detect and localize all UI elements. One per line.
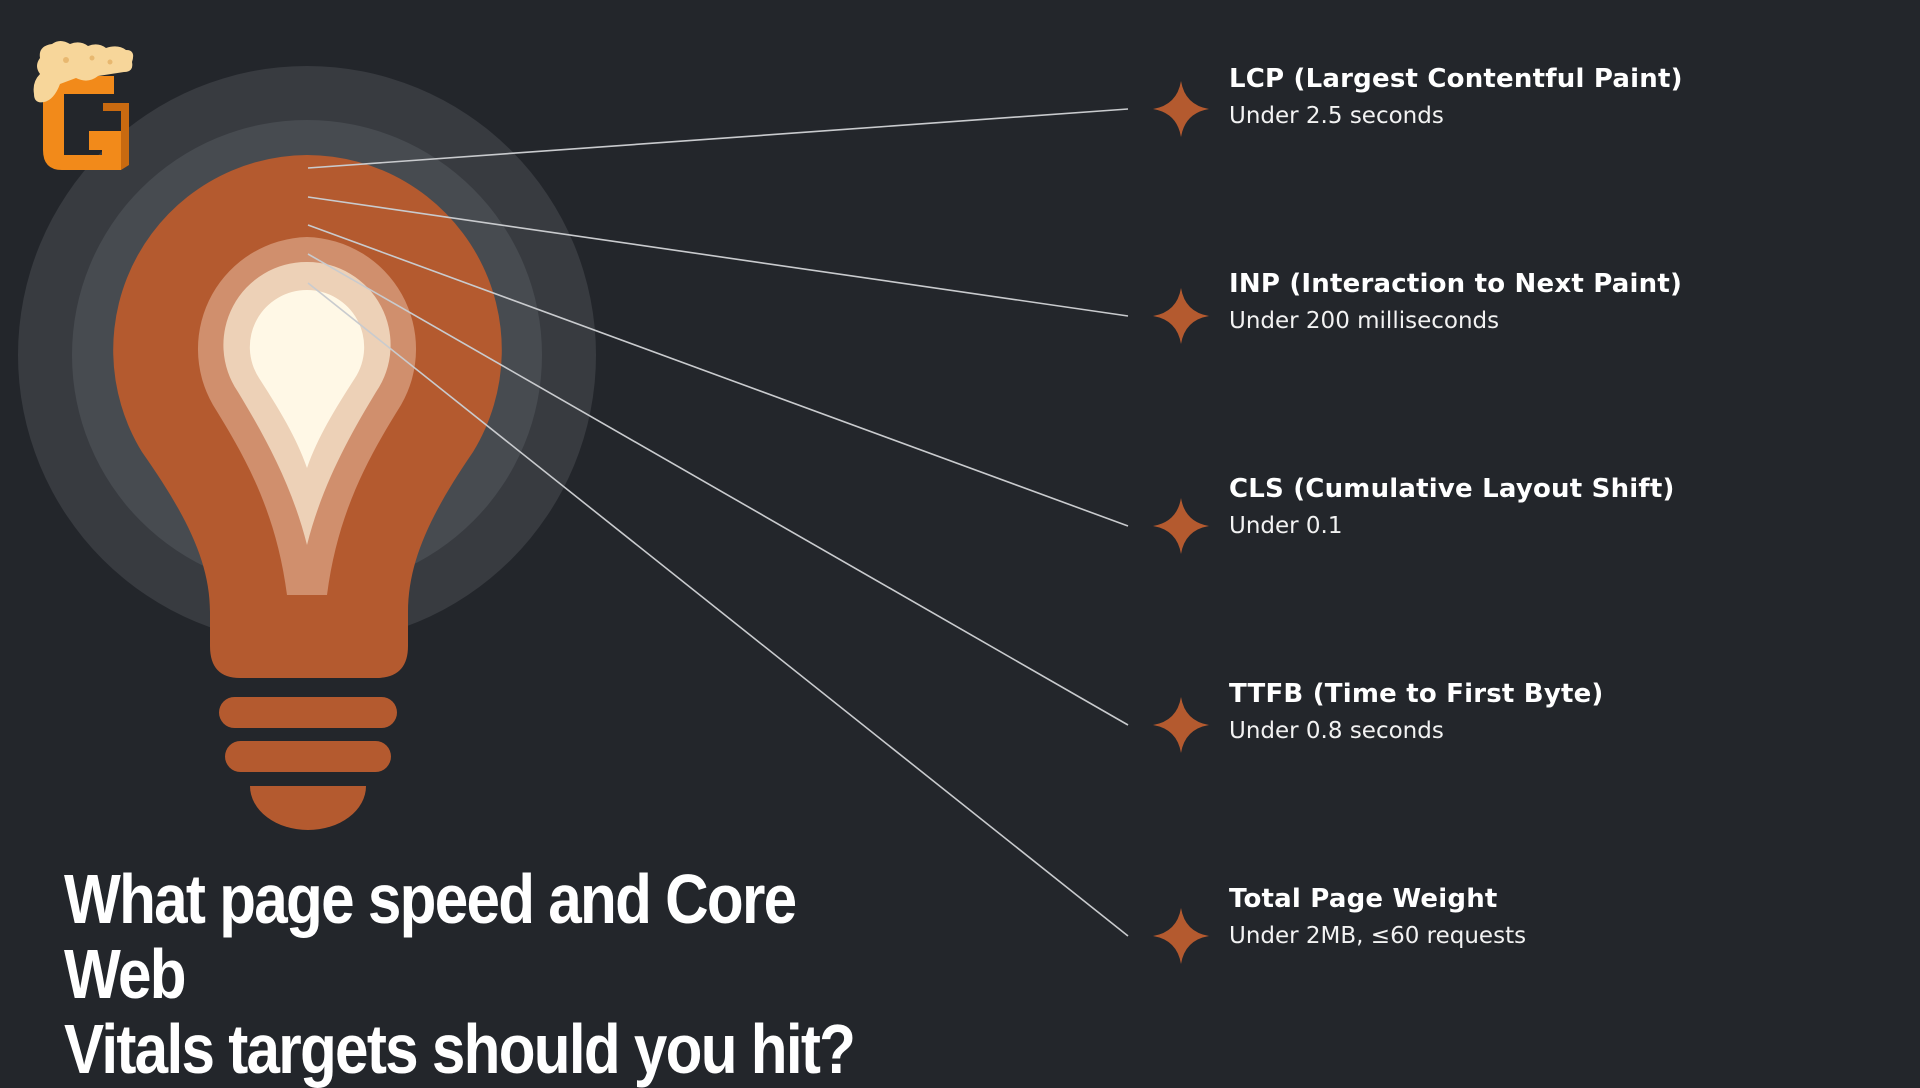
bulb-base-cap bbox=[250, 786, 366, 830]
metric-name: TTFB (Time to First Byte) bbox=[1229, 679, 1604, 709]
lightbulb-icon bbox=[113, 155, 502, 830]
metric-name: LCP (Largest Contentful Paint) bbox=[1229, 64, 1683, 94]
metric-item-inp: INP (Interaction to Next Paint) Under 20… bbox=[1229, 267, 1869, 337]
metric-target: Under 200 milliseconds bbox=[1229, 308, 1500, 334]
connector-line-weight bbox=[307, 282, 1129, 937]
four-point-star-icon bbox=[1153, 498, 1209, 554]
connector-line-inp bbox=[307, 196, 1129, 317]
metric-target: Under 0.1 bbox=[1229, 513, 1343, 539]
bulb-base-band-1 bbox=[219, 697, 397, 728]
four-point-star-icon bbox=[1153, 697, 1209, 753]
metric-name: CLS (Cumulative Layout Shift) bbox=[1229, 474, 1675, 504]
metric-item-cls: CLS (Cumulative Layout Shift) Under 0.1 bbox=[1229, 472, 1869, 542]
metric-item-ttfb: TTFB (Time to First Byte) Under 0.8 seco… bbox=[1229, 677, 1869, 747]
logo-cloud-dot bbox=[107, 59, 113, 65]
four-point-star-icon bbox=[1153, 81, 1209, 137]
metric-markers bbox=[1153, 81, 1209, 964]
connector-lines bbox=[307, 108, 1129, 937]
four-point-star-icon bbox=[1153, 288, 1209, 344]
metric-target: Under 2MB, ≤60 requests bbox=[1229, 923, 1527, 949]
metric-item-lcp: LCP (Largest Contentful Paint) Under 2.5… bbox=[1229, 62, 1869, 132]
logo-g-accent bbox=[103, 103, 129, 170]
page-title: What page speed and Core Web Vitals targ… bbox=[64, 862, 924, 1087]
bulb-core bbox=[249, 289, 365, 468]
bulb-base-band-2 bbox=[225, 741, 391, 772]
metric-name: Total Page Weight bbox=[1229, 884, 1498, 914]
connector-line-ttfb bbox=[307, 253, 1129, 726]
logo-g-letter bbox=[43, 76, 121, 170]
g-brand-logo-icon bbox=[33, 41, 134, 170]
logo-cloud-hand bbox=[33, 41, 134, 103]
metric-target: Under 0.8 seconds bbox=[1229, 718, 1444, 744]
logo-cloud-dot bbox=[89, 55, 95, 61]
metric-item-page-weight: Total Page Weight Under 2MB, ≤60 request… bbox=[1229, 882, 1869, 952]
page-title-line-1: What page speed and Core Web bbox=[64, 860, 797, 1013]
four-point-star-icon bbox=[1153, 908, 1209, 964]
connector-line-lcp bbox=[307, 108, 1129, 169]
page-title-line-2: Vitals targets should you hit? bbox=[64, 1010, 856, 1088]
logo-cloud-dot bbox=[63, 57, 69, 63]
metric-name: INP (Interaction to Next Paint) bbox=[1229, 269, 1683, 299]
connector-line-cls bbox=[307, 224, 1129, 527]
metric-target: Under 2.5 seconds bbox=[1229, 103, 1444, 129]
